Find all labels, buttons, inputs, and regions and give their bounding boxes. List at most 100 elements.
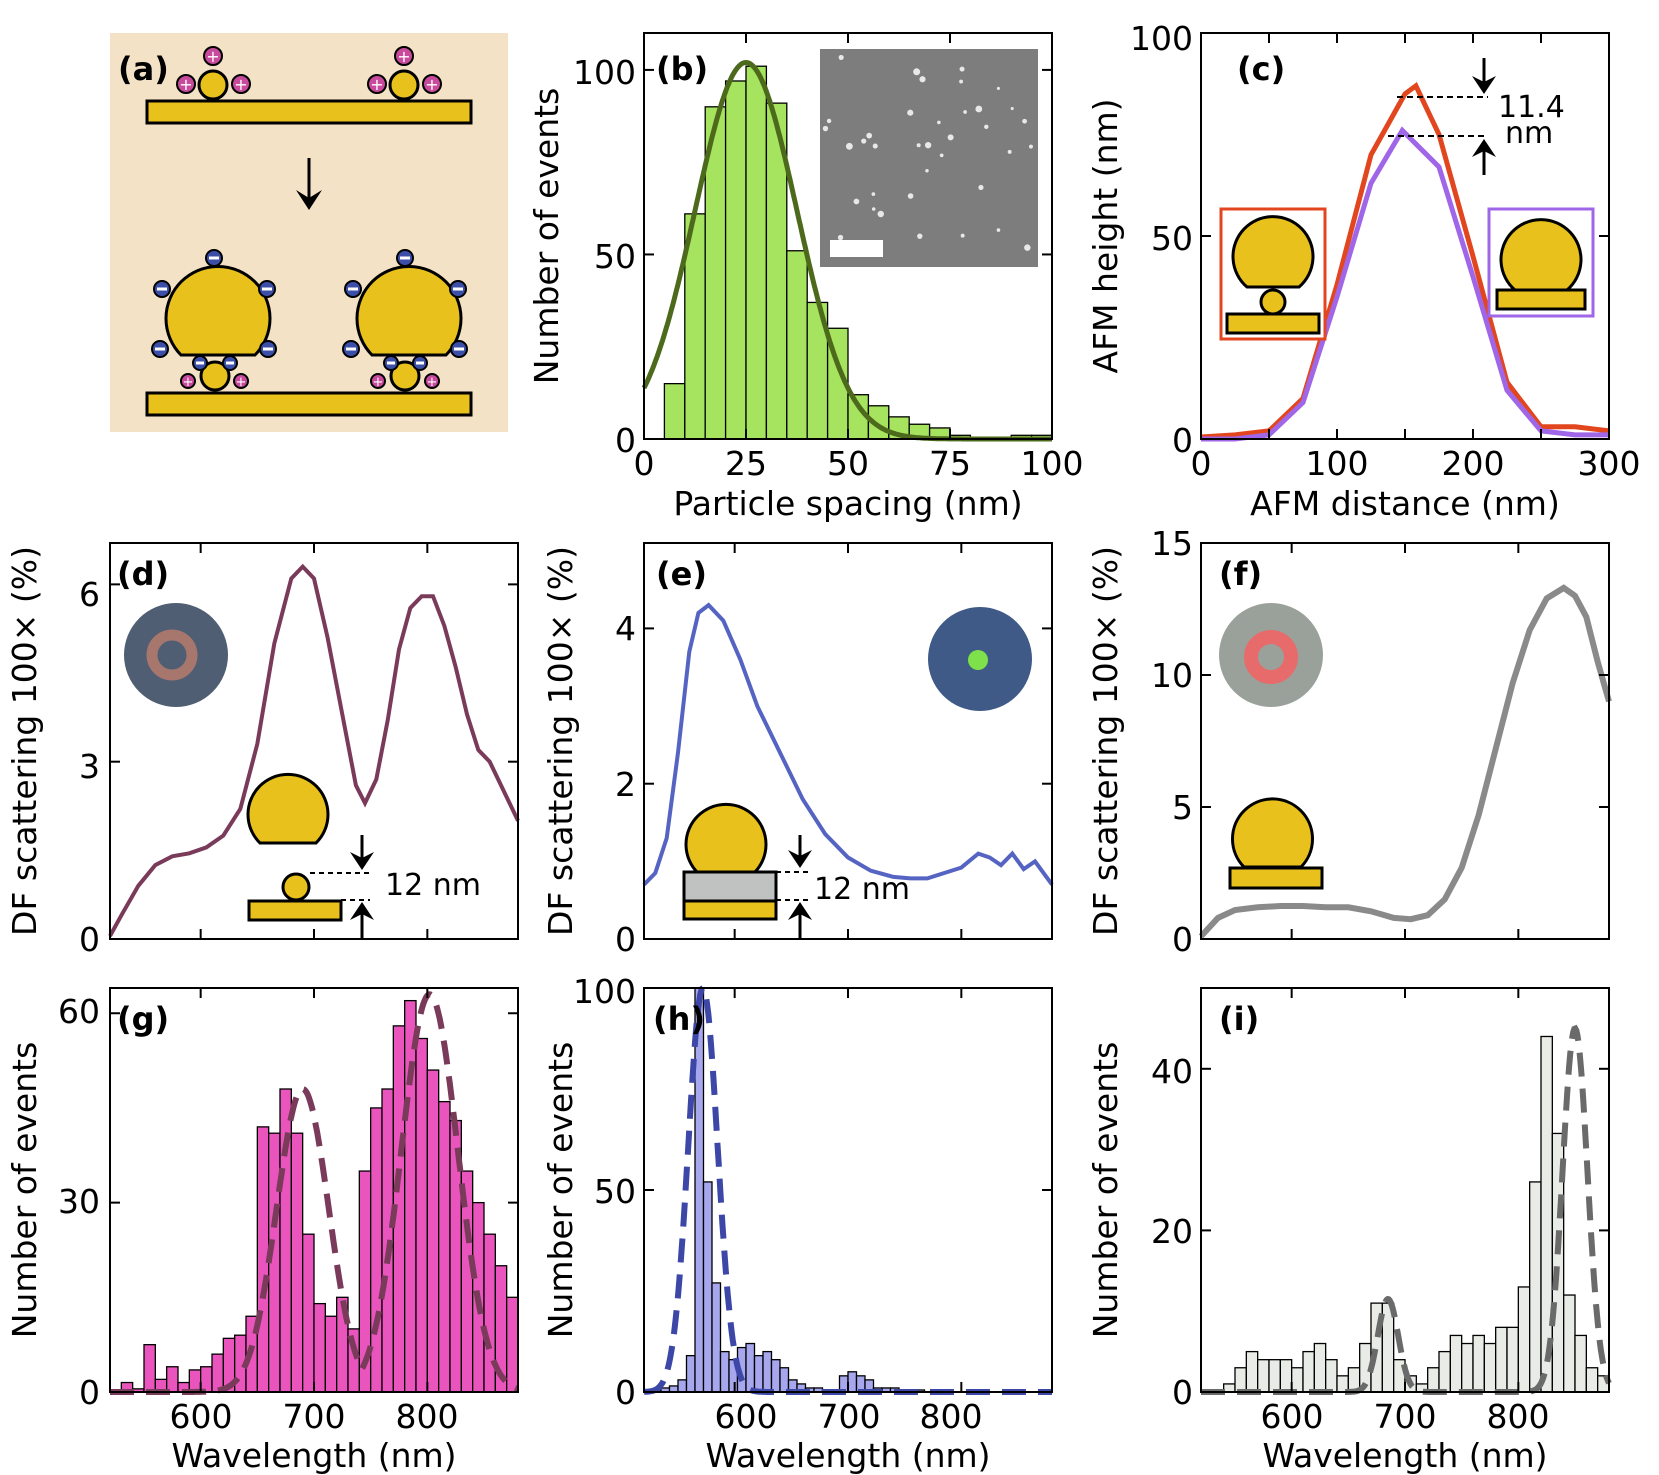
minus-charge-icon: [383, 355, 399, 371]
panel-g-ytick: 30: [58, 1182, 100, 1221]
annotation-unit: nm: [1505, 116, 1553, 151]
histogram-bar: [290, 1132, 304, 1393]
sem-particle: [975, 105, 983, 113]
panel-i-ylabel: Number of events: [1086, 1042, 1125, 1339]
panel-e: 12 nm (e) 0 2 4 DF scattering 100× (%): [541, 542, 1054, 959]
darkfield-image-f: [1219, 603, 1323, 707]
panel-g-bars: [120, 999, 519, 1393]
sem-particle: [822, 125, 829, 132]
histogram-bar: [770, 1359, 781, 1393]
svg-text:+: +: [236, 375, 247, 390]
sem-particle: [984, 124, 989, 130]
panel-b-xtick: 100: [1021, 444, 1084, 483]
histogram-bar: [415, 1037, 428, 1393]
panel-d-ytick: 0: [79, 920, 100, 959]
minus-charge-icon: [344, 280, 362, 298]
histogram-bar: [1325, 1359, 1338, 1393]
histogram-bar: [786, 250, 808, 440]
panel-c-xtick: 100: [1306, 444, 1369, 483]
panel-d-ytick: 3: [79, 747, 100, 786]
svg-text:+: +: [425, 75, 438, 94]
panel-h-ytick: 100: [573, 972, 636, 1011]
sem-particle: [978, 184, 984, 191]
minus-charge-icon: [258, 280, 276, 298]
panel-i-ytick: 0: [1172, 1373, 1193, 1412]
gap-particle-big: [246, 772, 330, 845]
panel-c-xtick: 200: [1442, 444, 1505, 483]
plus-charge-icon: +: [424, 373, 440, 390]
histogram-bar: [426, 1069, 440, 1393]
panel-c-xlabel: AFM distance (nm): [1250, 484, 1560, 523]
gap-label-d: 12 nm: [385, 868, 481, 903]
sem-particle: [919, 76, 926, 83]
panel-i-ytick: 40: [1151, 1052, 1193, 1091]
histogram-bar: [1472, 1334, 1485, 1393]
plus-charge-icon: +: [394, 46, 414, 66]
svg-text:+: +: [427, 375, 438, 390]
arrow-down-icon: [350, 835, 374, 870]
histogram-bar: [1234, 1367, 1247, 1393]
panel-c-ytick: 50: [1151, 219, 1193, 258]
spacer-layer: [682, 870, 778, 903]
minus-charge-icon: [205, 249, 223, 267]
svg-text:+: +: [373, 375, 384, 390]
panel-b-xtick: 50: [827, 444, 869, 483]
sem-particle: [866, 132, 873, 139]
histogram-bar: [143, 1344, 156, 1393]
sem-particle: [937, 120, 941, 125]
panel-c-ytick: 0: [1172, 421, 1193, 460]
histogram-bar: [753, 1354, 764, 1393]
sem-particle: [1007, 149, 1012, 154]
panel-h-xlabel: Wavelength (nm): [705, 1436, 990, 1475]
inset-substrate: [1495, 288, 1587, 311]
histogram-bar: [694, 987, 705, 1393]
panel-b-xtick: 0: [634, 444, 655, 483]
histogram-bar: [724, 80, 747, 440]
linker-particle-top-right: [388, 69, 420, 101]
plus-charge-icon: +: [203, 46, 223, 66]
panel-h-bars: [651, 987, 926, 1393]
sem-particle: [960, 233, 965, 238]
gap-particle-linker: [281, 872, 311, 902]
histogram-bar: [1529, 1181, 1542, 1393]
annotation-value: 11.4: [1498, 90, 1565, 125]
arrow-down-icon: [1472, 58, 1496, 94]
big-particle-right: [355, 265, 463, 357]
sem-particle: [838, 54, 844, 60]
panel-a: (a) + + + + + + + +: [110, 33, 508, 432]
panel-d-ylabel: DF scattering 100× (%): [5, 546, 44, 936]
plus-charge-icon: +: [176, 74, 196, 94]
panel-e-ytick: 2: [615, 765, 636, 804]
histogram-bar: [1268, 1359, 1281, 1393]
plus-charge-icon: +: [422, 74, 442, 94]
panel-b-ylabel: Number of events: [527, 88, 566, 385]
particle-on-film: [1231, 797, 1314, 869]
panel-d-spectrum: [108, 563, 520, 937]
panel-b: (b) 0 25 50 75 100 0 50 100 Particle spa…: [527, 32, 1084, 523]
sem-particle: [1024, 244, 1031, 251]
panel-c-ylabel: AFM height (nm): [1086, 98, 1125, 373]
histogram-bar: [211, 1353, 224, 1393]
inset-substrate: [1225, 312, 1321, 335]
sem-particle: [939, 153, 944, 158]
arrow-down-icon: [296, 158, 322, 210]
histogram-bar: [1257, 1359, 1270, 1393]
histogram-bar: [1313, 1342, 1327, 1393]
panel-f-ytick: 15: [1151, 524, 1193, 563]
linker-particle-bottom-left: [199, 360, 231, 392]
minus-charge-icon: [192, 355, 208, 371]
panel-h-xtick: 700: [818, 1397, 881, 1436]
darkfield-image-d: [124, 603, 228, 707]
panel-h-ytick: 50: [594, 1172, 636, 1211]
panel-b-ytick: 100: [573, 53, 636, 92]
sem-particle: [907, 193, 914, 199]
histogram-bar: [745, 1342, 756, 1393]
histogram-bar: [200, 1366, 213, 1393]
panel-b-xlabel: Particle spacing (nm): [673, 484, 1022, 523]
panel-d-letter: (d): [117, 555, 169, 593]
panel-g-xtick: 700: [283, 1397, 346, 1436]
panel-g-xtick: 800: [396, 1397, 459, 1436]
sem-particle: [959, 66, 965, 72]
sem-particle: [925, 169, 929, 173]
panel-g-ytick: 0: [79, 1373, 100, 1412]
